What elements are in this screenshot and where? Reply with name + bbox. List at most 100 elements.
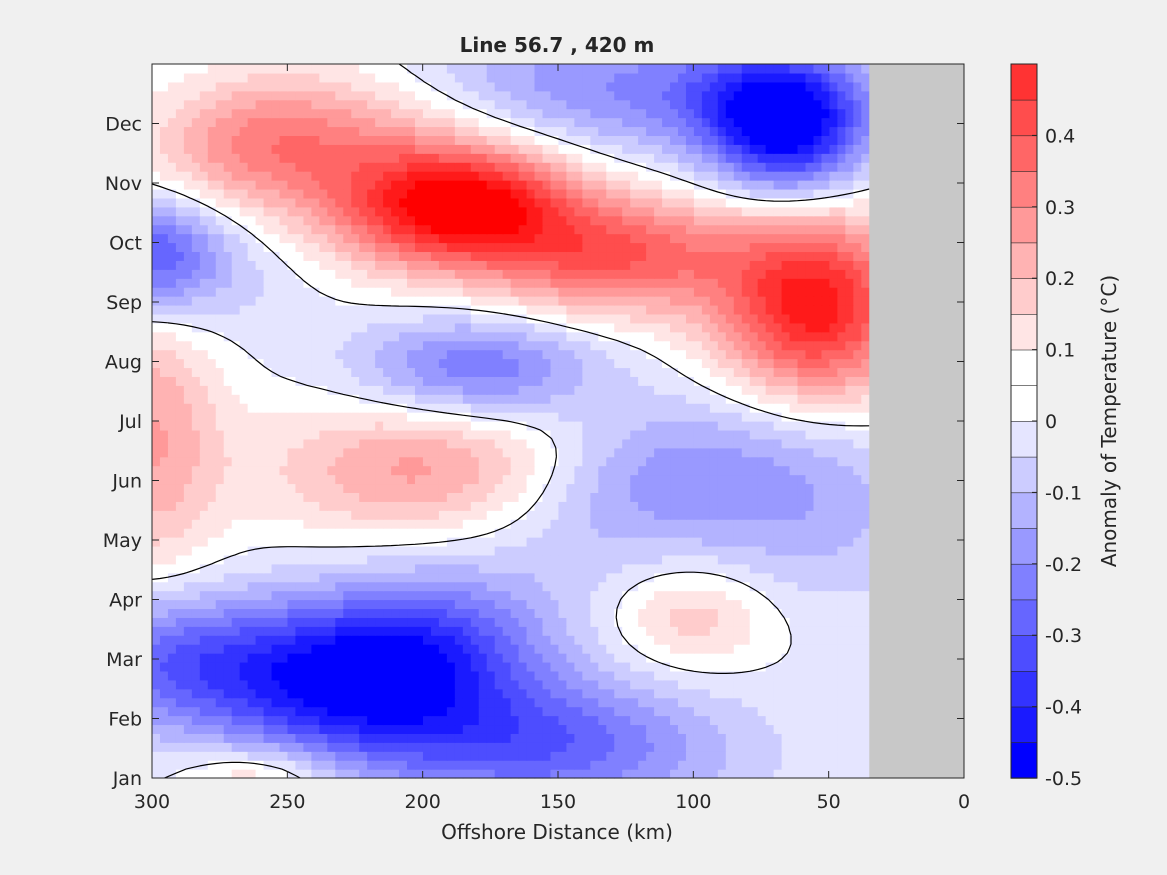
contour-cell	[542, 483, 552, 493]
contour-cell	[263, 706, 273, 717]
contour-cell	[845, 635, 854, 645]
contour-cell	[167, 438, 177, 449]
contour-cell	[486, 358, 496, 369]
contour-cell	[638, 733, 647, 743]
contour-cell	[614, 447, 623, 458]
contour-cell	[741, 653, 751, 663]
contour-cell	[845, 563, 854, 574]
contour-cell	[207, 688, 217, 699]
contour-cell	[797, 296, 807, 306]
contour-cell	[733, 751, 743, 761]
contour-cell	[231, 760, 241, 770]
contour-cell	[319, 492, 328, 502]
contour-cell	[422, 421, 432, 431]
contour-cell	[231, 545, 241, 556]
contour-cell	[478, 572, 488, 583]
contour-cell	[430, 421, 440, 431]
contour-cell	[407, 367, 416, 377]
contour-cell	[685, 644, 695, 654]
contour-cell	[725, 483, 735, 493]
contour-cell	[311, 635, 320, 645]
contour-cell	[510, 608, 520, 618]
contour-cell	[223, 635, 233, 645]
contour-cell	[622, 340, 631, 351]
contour-cell	[741, 590, 751, 601]
contour-cell	[231, 679, 241, 690]
contour-cell	[638, 519, 647, 529]
contour-cell	[478, 706, 488, 717]
contour-cell	[223, 438, 233, 449]
contour-cell	[701, 331, 711, 342]
contour-cell	[678, 474, 687, 485]
contour-cell	[159, 697, 169, 708]
contour-cell	[542, 528, 552, 538]
contour-cell	[829, 447, 838, 458]
contour-cell	[422, 465, 432, 476]
contour-cell	[717, 358, 727, 369]
contour-cell	[789, 510, 799, 520]
contour-cell	[295, 537, 305, 547]
contour-cell	[343, 322, 352, 333]
contour-cell	[789, 421, 799, 431]
contour-cell	[303, 376, 312, 386]
contour-cell	[845, 304, 854, 315]
contour-cell	[470, 296, 480, 306]
contour-cell	[287, 492, 297, 502]
contour-cell	[271, 385, 281, 395]
contour-cell	[622, 403, 631, 413]
contour-cell	[207, 296, 217, 306]
contour-cell	[502, 376, 512, 386]
contour-cell	[526, 447, 536, 458]
contour-cell	[263, 412, 273, 422]
contour-cell	[638, 715, 647, 726]
contour-cell	[542, 653, 552, 663]
contour-cell	[367, 528, 376, 538]
contour-cell	[773, 394, 783, 404]
contour-cell	[654, 733, 663, 743]
contour-cell	[590, 447, 599, 458]
contour-cell	[335, 438, 344, 449]
contour-cell	[638, 626, 647, 636]
contour-cell	[502, 554, 512, 565]
contour-cell	[175, 599, 185, 610]
contour-cell	[622, 572, 631, 583]
contour-cell	[152, 447, 161, 458]
contour-cell	[175, 679, 185, 690]
contour-cell	[765, 421, 775, 431]
contour-cell	[821, 421, 831, 431]
contour-cell	[327, 304, 336, 315]
contour-cell	[295, 376, 305, 386]
contour-cell	[757, 751, 767, 761]
contour-cell	[693, 769, 703, 779]
contour-cell	[422, 287, 432, 297]
contour-cell	[470, 438, 480, 449]
contour-cell	[717, 653, 727, 663]
contour-cell	[327, 287, 336, 297]
contour-cell	[351, 421, 360, 431]
contour-cell	[462, 653, 472, 663]
contour-cell	[805, 644, 815, 654]
contour-cell	[582, 581, 591, 592]
contour-cell	[630, 474, 639, 485]
contour-cell	[765, 626, 775, 636]
contour-cell	[351, 358, 360, 369]
contour-cell	[518, 331, 528, 342]
contour-cell	[805, 697, 815, 708]
contour-cell	[462, 403, 472, 413]
contour-cell	[231, 644, 241, 654]
contour-cell	[678, 599, 687, 610]
contour-cell	[494, 688, 504, 699]
contour-cell	[606, 537, 615, 547]
contour-cell	[622, 322, 631, 333]
contour-cell	[646, 385, 655, 395]
contour-cell	[215, 670, 225, 681]
contour-cell	[247, 304, 257, 315]
contour-cell	[566, 465, 575, 476]
contour-cell	[550, 545, 560, 556]
contour-cell	[415, 688, 424, 699]
contour-cell	[518, 724, 528, 734]
contour-cell	[821, 653, 831, 663]
contour-cell	[646, 644, 655, 654]
contour-cell	[805, 403, 815, 413]
contour-cell	[654, 626, 663, 636]
